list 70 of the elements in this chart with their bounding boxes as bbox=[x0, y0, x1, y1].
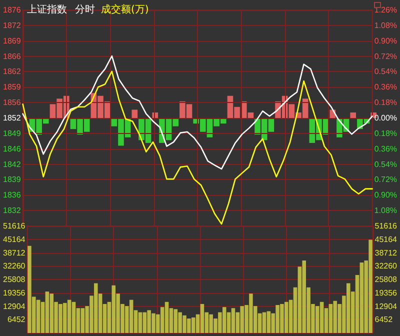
bar bbox=[222, 307, 226, 333]
bar bbox=[191, 317, 196, 333]
y-tick-label: 1876 bbox=[3, 6, 22, 14]
y-tick-label: 1859 bbox=[3, 82, 22, 92]
y2-tick-label: 0.18% bbox=[374, 128, 398, 138]
bar bbox=[262, 312, 266, 333]
bar bbox=[320, 302, 324, 333]
bar bbox=[231, 308, 236, 333]
bar bbox=[266, 311, 271, 333]
bar bbox=[350, 112, 356, 118]
y2-tick-label: 0.00% bbox=[374, 114, 398, 122]
y2-tick-label: 6452 bbox=[374, 315, 394, 324]
bar bbox=[72, 302, 76, 333]
bar bbox=[174, 309, 178, 333]
chart-title: 上证指数 bbox=[27, 4, 67, 16]
y2-tick-label: 1.26% bbox=[374, 6, 398, 14]
bar bbox=[129, 300, 134, 333]
y-tick-label: 19356 bbox=[2, 288, 26, 298]
y2-tick-label: 0.36% bbox=[374, 144, 398, 154]
y-tick-label: 1836 bbox=[3, 190, 22, 200]
y2-tick-label: 25808 bbox=[374, 275, 398, 284]
y-tick-label: 1862 bbox=[3, 67, 22, 76]
bar bbox=[328, 304, 333, 333]
bar bbox=[200, 304, 204, 333]
y-tick-label: 1842 bbox=[3, 160, 22, 169]
bar bbox=[284, 302, 288, 333]
bar bbox=[36, 300, 40, 333]
y2-tick-label: 0.54% bbox=[374, 160, 398, 169]
y2-tick-label: 0.72% bbox=[374, 175, 398, 184]
y-tick-label: 32260 bbox=[2, 262, 26, 271]
bar bbox=[330, 110, 336, 118]
bar bbox=[138, 312, 142, 333]
bar bbox=[45, 292, 50, 333]
y-tick-label: 51616 bbox=[2, 222, 26, 230]
y-tick-label: 1856 bbox=[3, 98, 22, 108]
y2-tick-label: 0.90% bbox=[374, 190, 398, 200]
bar bbox=[142, 312, 147, 333]
y2-tick-label: 19356 bbox=[374, 288, 398, 298]
y-tick-label: 1872 bbox=[3, 20, 22, 30]
bar bbox=[67, 300, 72, 333]
y2-tick-label: 1.08% bbox=[374, 206, 398, 216]
y-tick-label: 45164 bbox=[2, 234, 26, 244]
bar bbox=[132, 110, 138, 118]
y2-tick-label: 51616 bbox=[374, 222, 398, 230]
y2-tick-label: 38712 bbox=[374, 248, 398, 258]
y-tick-label: 1832 bbox=[3, 206, 22, 216]
y2-tick-label: 32260 bbox=[374, 262, 398, 271]
y2-tick-label: 0.90% bbox=[374, 36, 398, 46]
annotation: 成交额(万) bbox=[101, 4, 149, 16]
y-tick-label: 1869 bbox=[3, 36, 22, 46]
y-tick-label: 25808 bbox=[2, 275, 26, 284]
y-tick-label: 38712 bbox=[2, 248, 26, 258]
y2-tick-label: 12904 bbox=[374, 302, 398, 311]
y-tick-label: 1846 bbox=[3, 144, 22, 154]
y2-tick-label: 45164 bbox=[374, 234, 398, 244]
y-tick-label: 1866 bbox=[3, 52, 22, 61]
bar bbox=[112, 285, 116, 333]
y-tick-label: 1849 bbox=[3, 128, 22, 138]
bar bbox=[164, 302, 169, 333]
bar bbox=[360, 262, 364, 333]
y-tick-label: 1852 bbox=[3, 114, 22, 122]
y2-tick-label: 0.36% bbox=[374, 82, 398, 92]
y2-tick-label: 0.54% bbox=[374, 67, 398, 76]
y-tick-label: 1839 bbox=[3, 175, 22, 184]
y2-tick-label: 0.18% bbox=[374, 98, 398, 108]
y-tick-label: 6452 bbox=[7, 315, 26, 324]
chart-subtitle: 分时 bbox=[75, 4, 95, 16]
y2-tick-label: 1.08% bbox=[374, 20, 398, 30]
y-tick-label: 12904 bbox=[2, 302, 26, 311]
y2-tick-label: 0.72% bbox=[374, 52, 398, 61]
